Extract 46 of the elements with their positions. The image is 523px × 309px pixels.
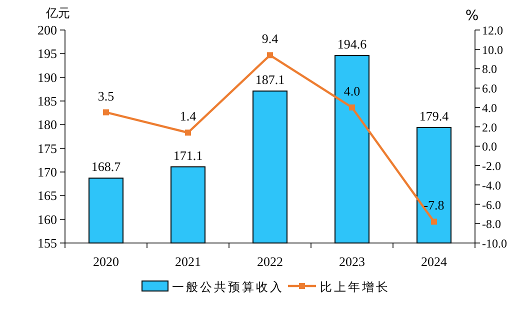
point (267, 52, 273, 58)
y-tick-label: 165 (38, 188, 57, 204)
legend-label: 比上年增长 (320, 280, 390, 294)
data-label: 194.6 (337, 36, 368, 52)
y2-tick-label: 10.0 (482, 42, 503, 57)
data-label: 187.1 (255, 72, 285, 88)
y2-axis-title: % (465, 8, 479, 24)
y2-tick-label: 12.0 (482, 24, 503, 38)
y2-tick-label: -4.0 (482, 178, 501, 192)
y2-tick-label: 6.0 (482, 82, 497, 96)
x-tick-label: 2021 (175, 254, 201, 269)
data-label: 179.4 (419, 108, 450, 124)
y2-tick-label: 8.0 (482, 62, 497, 76)
y-tick-label: 195 (38, 46, 57, 62)
data-label: 3.5 (98, 88, 114, 104)
point (103, 109, 109, 116)
data-label: 1.4 (180, 108, 197, 124)
data-label: 168.7 (91, 159, 122, 174)
y-tick-label: 185 (38, 94, 57, 108)
x-tick-label: 2023 (339, 254, 365, 269)
y-tick-label: 175 (38, 140, 57, 156)
data-label: 9.4 (262, 31, 279, 46)
x-tick-label: 2022 (257, 254, 283, 269)
x-tick-label: 2020 (93, 254, 119, 269)
data-label: 4.0 (344, 83, 360, 98)
y-tick-label: 170 (38, 164, 57, 180)
y2-tick-label: -10.0 (482, 236, 507, 250)
y2-tick-label: -6.0 (482, 198, 501, 212)
y-tick-label: 155 (38, 236, 57, 250)
data-label: -7.8 (424, 198, 444, 213)
y2-tick-label: 4.0 (482, 100, 497, 115)
data-label: 171.1 (173, 148, 203, 163)
y-tick-label: 160 (38, 212, 57, 227)
point (185, 130, 191, 136)
y-tick-label: 200 (38, 22, 57, 38)
y2-tick-label: -2.0 (482, 159, 501, 174)
point (349, 104, 355, 110)
point (431, 218, 437, 225)
y2-tick-label: 2.0 (482, 120, 497, 134)
x-tick-label: 2024 (421, 254, 448, 269)
y-tick-label: 190 (38, 70, 57, 85)
y-tick-label: 180 (38, 117, 57, 132)
legend-label: 一般公共预算收入 (172, 280, 284, 294)
y2-tick-label: -8.0 (482, 217, 501, 232)
y2-tick-label: 0.0 (482, 140, 497, 154)
y-axis-title: 亿元 (45, 6, 70, 20)
